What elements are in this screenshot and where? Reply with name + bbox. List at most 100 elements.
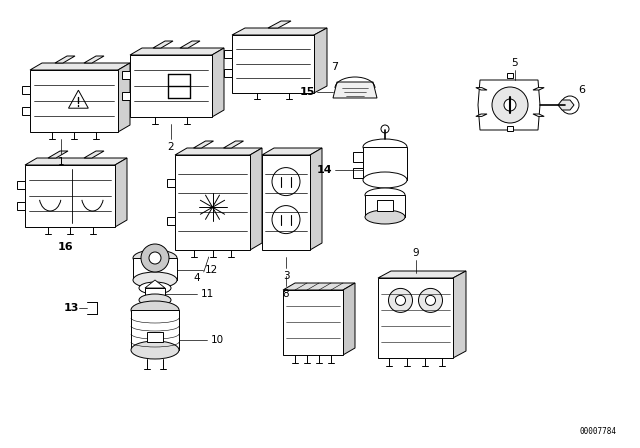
Polygon shape: [193, 141, 214, 148]
Polygon shape: [84, 56, 104, 63]
Text: 8: 8: [283, 289, 289, 299]
Polygon shape: [262, 155, 310, 250]
Polygon shape: [363, 147, 407, 180]
Polygon shape: [377, 200, 393, 211]
Polygon shape: [133, 258, 177, 280]
Polygon shape: [314, 28, 327, 93]
Polygon shape: [232, 35, 314, 93]
Polygon shape: [268, 21, 291, 28]
Text: 13: 13: [63, 303, 79, 313]
Text: 15: 15: [300, 87, 315, 97]
Polygon shape: [145, 288, 165, 300]
Polygon shape: [353, 152, 363, 162]
Polygon shape: [175, 148, 262, 155]
Ellipse shape: [365, 210, 405, 224]
Circle shape: [504, 99, 516, 111]
Polygon shape: [130, 48, 224, 55]
Polygon shape: [250, 148, 262, 250]
Text: 7: 7: [332, 62, 339, 72]
Polygon shape: [283, 290, 343, 355]
Text: 6: 6: [579, 85, 586, 95]
Text: 12: 12: [204, 265, 218, 275]
Circle shape: [272, 206, 300, 233]
Text: 11: 11: [200, 289, 214, 299]
Text: 14: 14: [317, 165, 333, 175]
Polygon shape: [533, 114, 544, 116]
Circle shape: [396, 295, 406, 306]
Polygon shape: [476, 114, 487, 116]
Polygon shape: [131, 310, 179, 350]
Circle shape: [381, 125, 389, 133]
Polygon shape: [153, 41, 173, 48]
Polygon shape: [478, 80, 540, 130]
Ellipse shape: [561, 96, 579, 114]
Text: 4: 4: [193, 273, 200, 283]
Text: 00007784: 00007784: [579, 427, 616, 436]
Polygon shape: [507, 73, 513, 78]
Polygon shape: [224, 69, 232, 77]
Polygon shape: [147, 332, 163, 342]
Circle shape: [426, 295, 435, 306]
Polygon shape: [212, 48, 224, 117]
Ellipse shape: [133, 272, 177, 288]
Text: 1: 1: [58, 157, 64, 167]
Circle shape: [419, 289, 442, 312]
Polygon shape: [22, 107, 30, 115]
Ellipse shape: [492, 87, 528, 123]
Polygon shape: [378, 278, 453, 358]
Text: 10: 10: [211, 335, 223, 345]
Circle shape: [272, 168, 300, 196]
Polygon shape: [115, 158, 127, 227]
Polygon shape: [175, 155, 250, 250]
Polygon shape: [343, 283, 355, 355]
Polygon shape: [22, 86, 30, 94]
Ellipse shape: [139, 282, 171, 294]
Polygon shape: [118, 63, 130, 132]
Polygon shape: [365, 195, 405, 217]
Ellipse shape: [365, 188, 405, 202]
Polygon shape: [262, 148, 322, 155]
Polygon shape: [167, 180, 175, 188]
Ellipse shape: [133, 250, 177, 266]
Polygon shape: [310, 148, 322, 250]
Polygon shape: [476, 88, 487, 90]
Polygon shape: [30, 63, 130, 70]
Polygon shape: [25, 158, 127, 165]
Polygon shape: [68, 90, 88, 108]
Polygon shape: [122, 71, 130, 79]
Polygon shape: [167, 217, 175, 225]
Polygon shape: [145, 280, 165, 288]
Polygon shape: [283, 283, 355, 290]
Polygon shape: [232, 28, 327, 35]
Polygon shape: [533, 88, 544, 90]
Polygon shape: [130, 55, 212, 117]
Ellipse shape: [131, 301, 179, 319]
Polygon shape: [558, 100, 574, 110]
Circle shape: [141, 244, 169, 272]
Polygon shape: [180, 41, 200, 48]
Text: 2: 2: [168, 142, 174, 152]
Ellipse shape: [131, 341, 179, 359]
Text: 5: 5: [512, 58, 518, 68]
Polygon shape: [223, 141, 243, 148]
Polygon shape: [17, 181, 25, 189]
Polygon shape: [48, 151, 68, 158]
Text: 16: 16: [58, 242, 74, 252]
Polygon shape: [224, 50, 232, 58]
Polygon shape: [353, 168, 363, 178]
Polygon shape: [55, 56, 75, 63]
Polygon shape: [333, 82, 377, 98]
Polygon shape: [453, 271, 466, 358]
Ellipse shape: [139, 294, 171, 306]
Polygon shape: [122, 92, 130, 100]
Ellipse shape: [363, 172, 407, 188]
Circle shape: [149, 252, 161, 264]
Ellipse shape: [363, 139, 407, 155]
Polygon shape: [378, 271, 466, 278]
Circle shape: [388, 289, 413, 312]
Polygon shape: [84, 151, 104, 158]
Polygon shape: [17, 202, 25, 210]
Text: 3: 3: [283, 271, 289, 281]
Text: 9: 9: [412, 248, 419, 258]
Polygon shape: [507, 126, 513, 131]
